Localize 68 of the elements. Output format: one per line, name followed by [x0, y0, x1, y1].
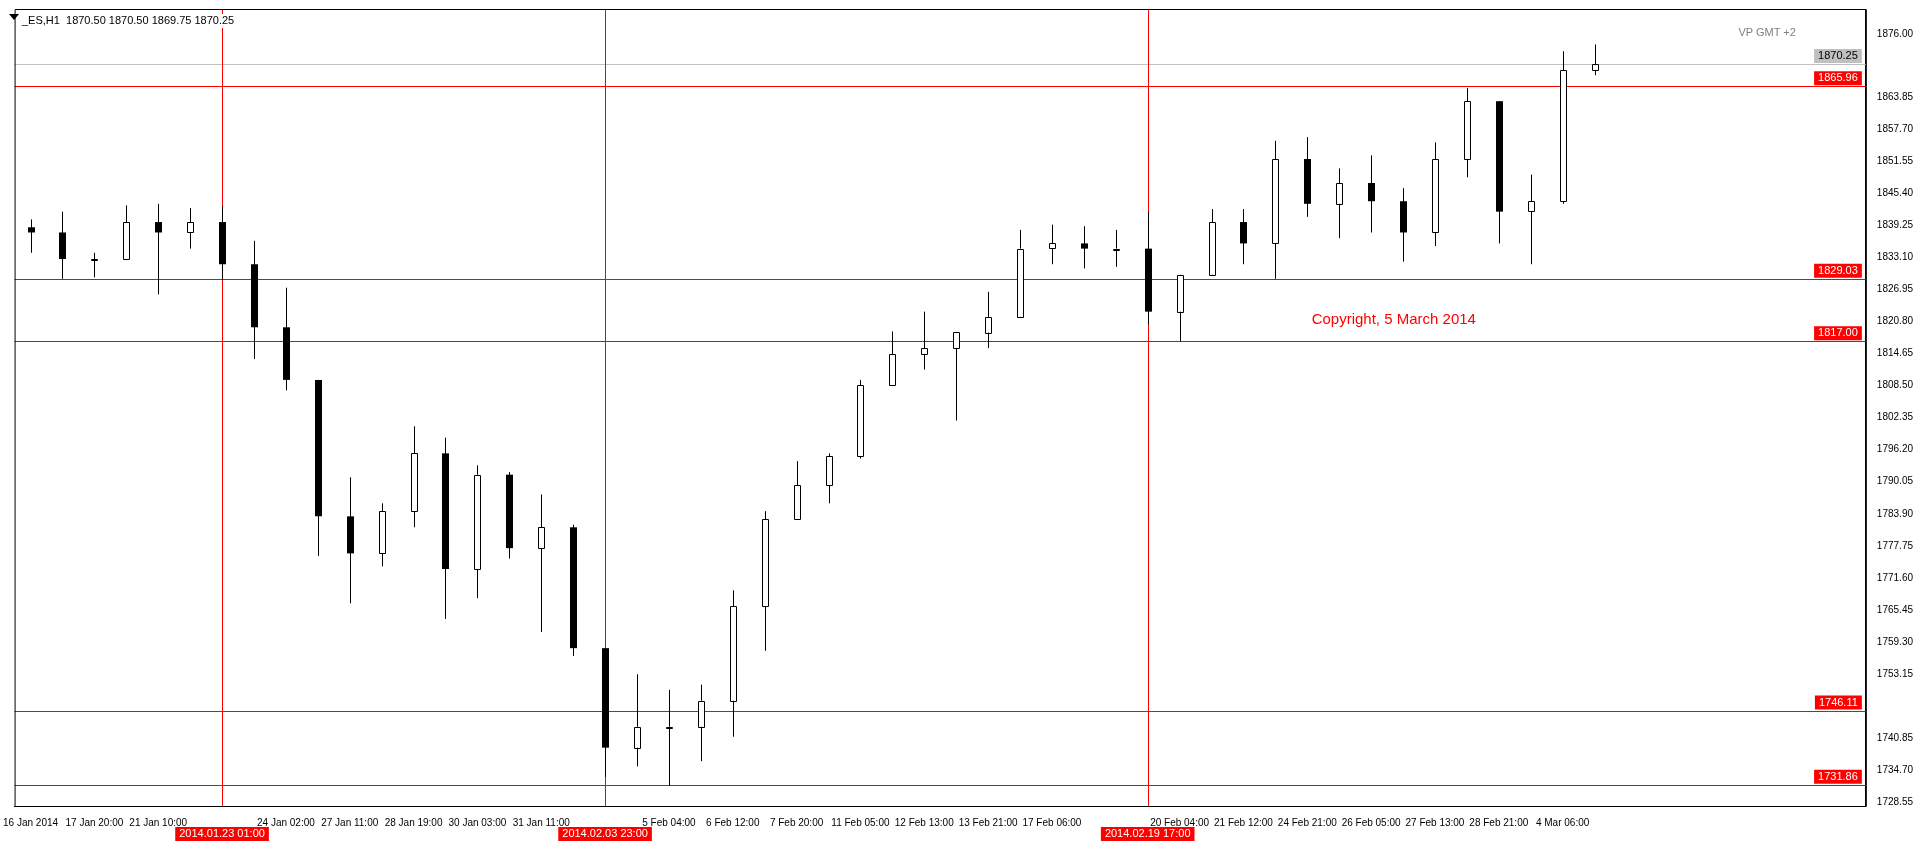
candlestick — [91, 252, 98, 278]
candlestick — [187, 207, 194, 250]
ref-line-label: 1865.96 — [1818, 71, 1858, 84]
y-tick-label: 1839.25 — [1876, 219, 1914, 231]
ref-line-label: 1817.00 — [1818, 326, 1858, 339]
candlestick — [1368, 154, 1375, 233]
y-tick-label: 1777.75 — [1876, 539, 1914, 551]
x-tick-label: 21 Jan 10:00 — [129, 816, 188, 828]
x-tick-label: 4 Mar 06:00 — [1535, 816, 1590, 828]
y-tick-label: 1820.80 — [1876, 315, 1914, 327]
text: _ES,H1 1870.50 1870.50 1869.75 1870.25 — [21, 14, 235, 27]
y-tick-label: 1740.85 — [1876, 731, 1914, 743]
y-tick-label: 1808.50 — [1876, 379, 1914, 391]
x-tick-label: 17 Jan 20:00 — [65, 816, 124, 828]
x-tick-label: 24 Jan 02:00 — [256, 816, 316, 828]
x-tick-label: 2014.02.03 23:00 — [562, 827, 648, 840]
x-tick-label: 28 Feb 21:00 — [1469, 816, 1529, 828]
y-tick-label: 1814.65 — [1876, 347, 1914, 359]
x-tick-label: 20 Feb 04:00 — [1150, 816, 1210, 828]
x-tick-label: 17 Feb 06:00 — [1022, 816, 1082, 828]
x-tick-label: 30 Jan 03:00 — [448, 816, 507, 828]
candlestick — [28, 218, 35, 254]
candlestick — [538, 493, 545, 633]
x-tick-label: 26 Feb 05:00 — [1341, 816, 1402, 828]
x-tick-label: 11 Feb 05:00 — [831, 816, 890, 828]
x-tick-label: 24 Feb 21:00 — [1277, 816, 1338, 828]
y-tick-label: 1734.70 — [1876, 763, 1914, 775]
x-tick-label: 31 Jan 11:00 — [512, 816, 571, 828]
y-tick-label: 1783.90 — [1876, 507, 1914, 519]
x-tick-label: 6 Feb 12:00 — [706, 816, 760, 828]
y-tick-label: 1728.55 — [1876, 795, 1914, 807]
ref-line-label: 1746.11 — [1818, 695, 1858, 708]
x-tick-label: 7 Feb 20:00 — [769, 816, 824, 828]
candlestick — [953, 331, 960, 422]
y-tick-label: 1759.30 — [1876, 635, 1914, 647]
x-tick-label: 28 Jan 19:00 — [384, 816, 443, 828]
x-tick-label: 27 Jan 11:00 — [321, 816, 379, 828]
x-tick-label: 16 Jan 2014 — [3, 816, 59, 828]
y-tick-label: 1845.40 — [1876, 187, 1914, 199]
ref-line-label: 1829.03 — [1818, 263, 1858, 276]
y-tick-label: 1826.95 — [1876, 283, 1914, 295]
y-tick-label: 1753.15 — [1876, 667, 1914, 679]
x-tick-label: 5 Feb 04:00 — [642, 816, 697, 828]
y-tick-label: 1833.10 — [1876, 251, 1914, 263]
y-tick-label: 1802.35 — [1876, 411, 1914, 423]
candlestick — [1528, 174, 1535, 265]
y-tick-label: 1771.60 — [1876, 571, 1914, 583]
y-tick-label: 1863.85 — [1876, 91, 1914, 103]
x-tick-label: 27 Feb 13:00 — [1405, 816, 1465, 828]
y-tick-label: 1765.45 — [1876, 603, 1914, 615]
y-tick-label: 1796.20 — [1876, 443, 1914, 455]
ref-line-label: 1870.25 — [1818, 48, 1858, 61]
x-tick-label: 13 Feb 21:00 — [958, 816, 1018, 828]
candlestick — [1240, 208, 1247, 265]
x-tick-label: 2014.02.19 17:00 — [1104, 827, 1191, 840]
x-tick-label: 2014.01.23 01:00 — [179, 827, 265, 840]
annotation: VP GMT +2 — [1738, 26, 1796, 39]
ref-line-label: 1731.86 — [1818, 769, 1858, 782]
y-tick-label: 1857.70 — [1876, 123, 1914, 135]
x-tick-label: 12 Feb 13:00 — [894, 816, 955, 828]
candlestick — [1049, 224, 1056, 265]
y-tick-label: 1876.00 — [1876, 27, 1914, 39]
x-tick-label: 21 Feb 12:00 — [1213, 816, 1274, 828]
y-tick-label: 1790.05 — [1876, 475, 1914, 487]
candlestick — [155, 203, 162, 295]
y-tick-label: 1851.55 — [1876, 155, 1914, 167]
annotation: Copyright, 5 March 2014 — [1311, 309, 1476, 327]
candlestick — [1081, 225, 1088, 269]
